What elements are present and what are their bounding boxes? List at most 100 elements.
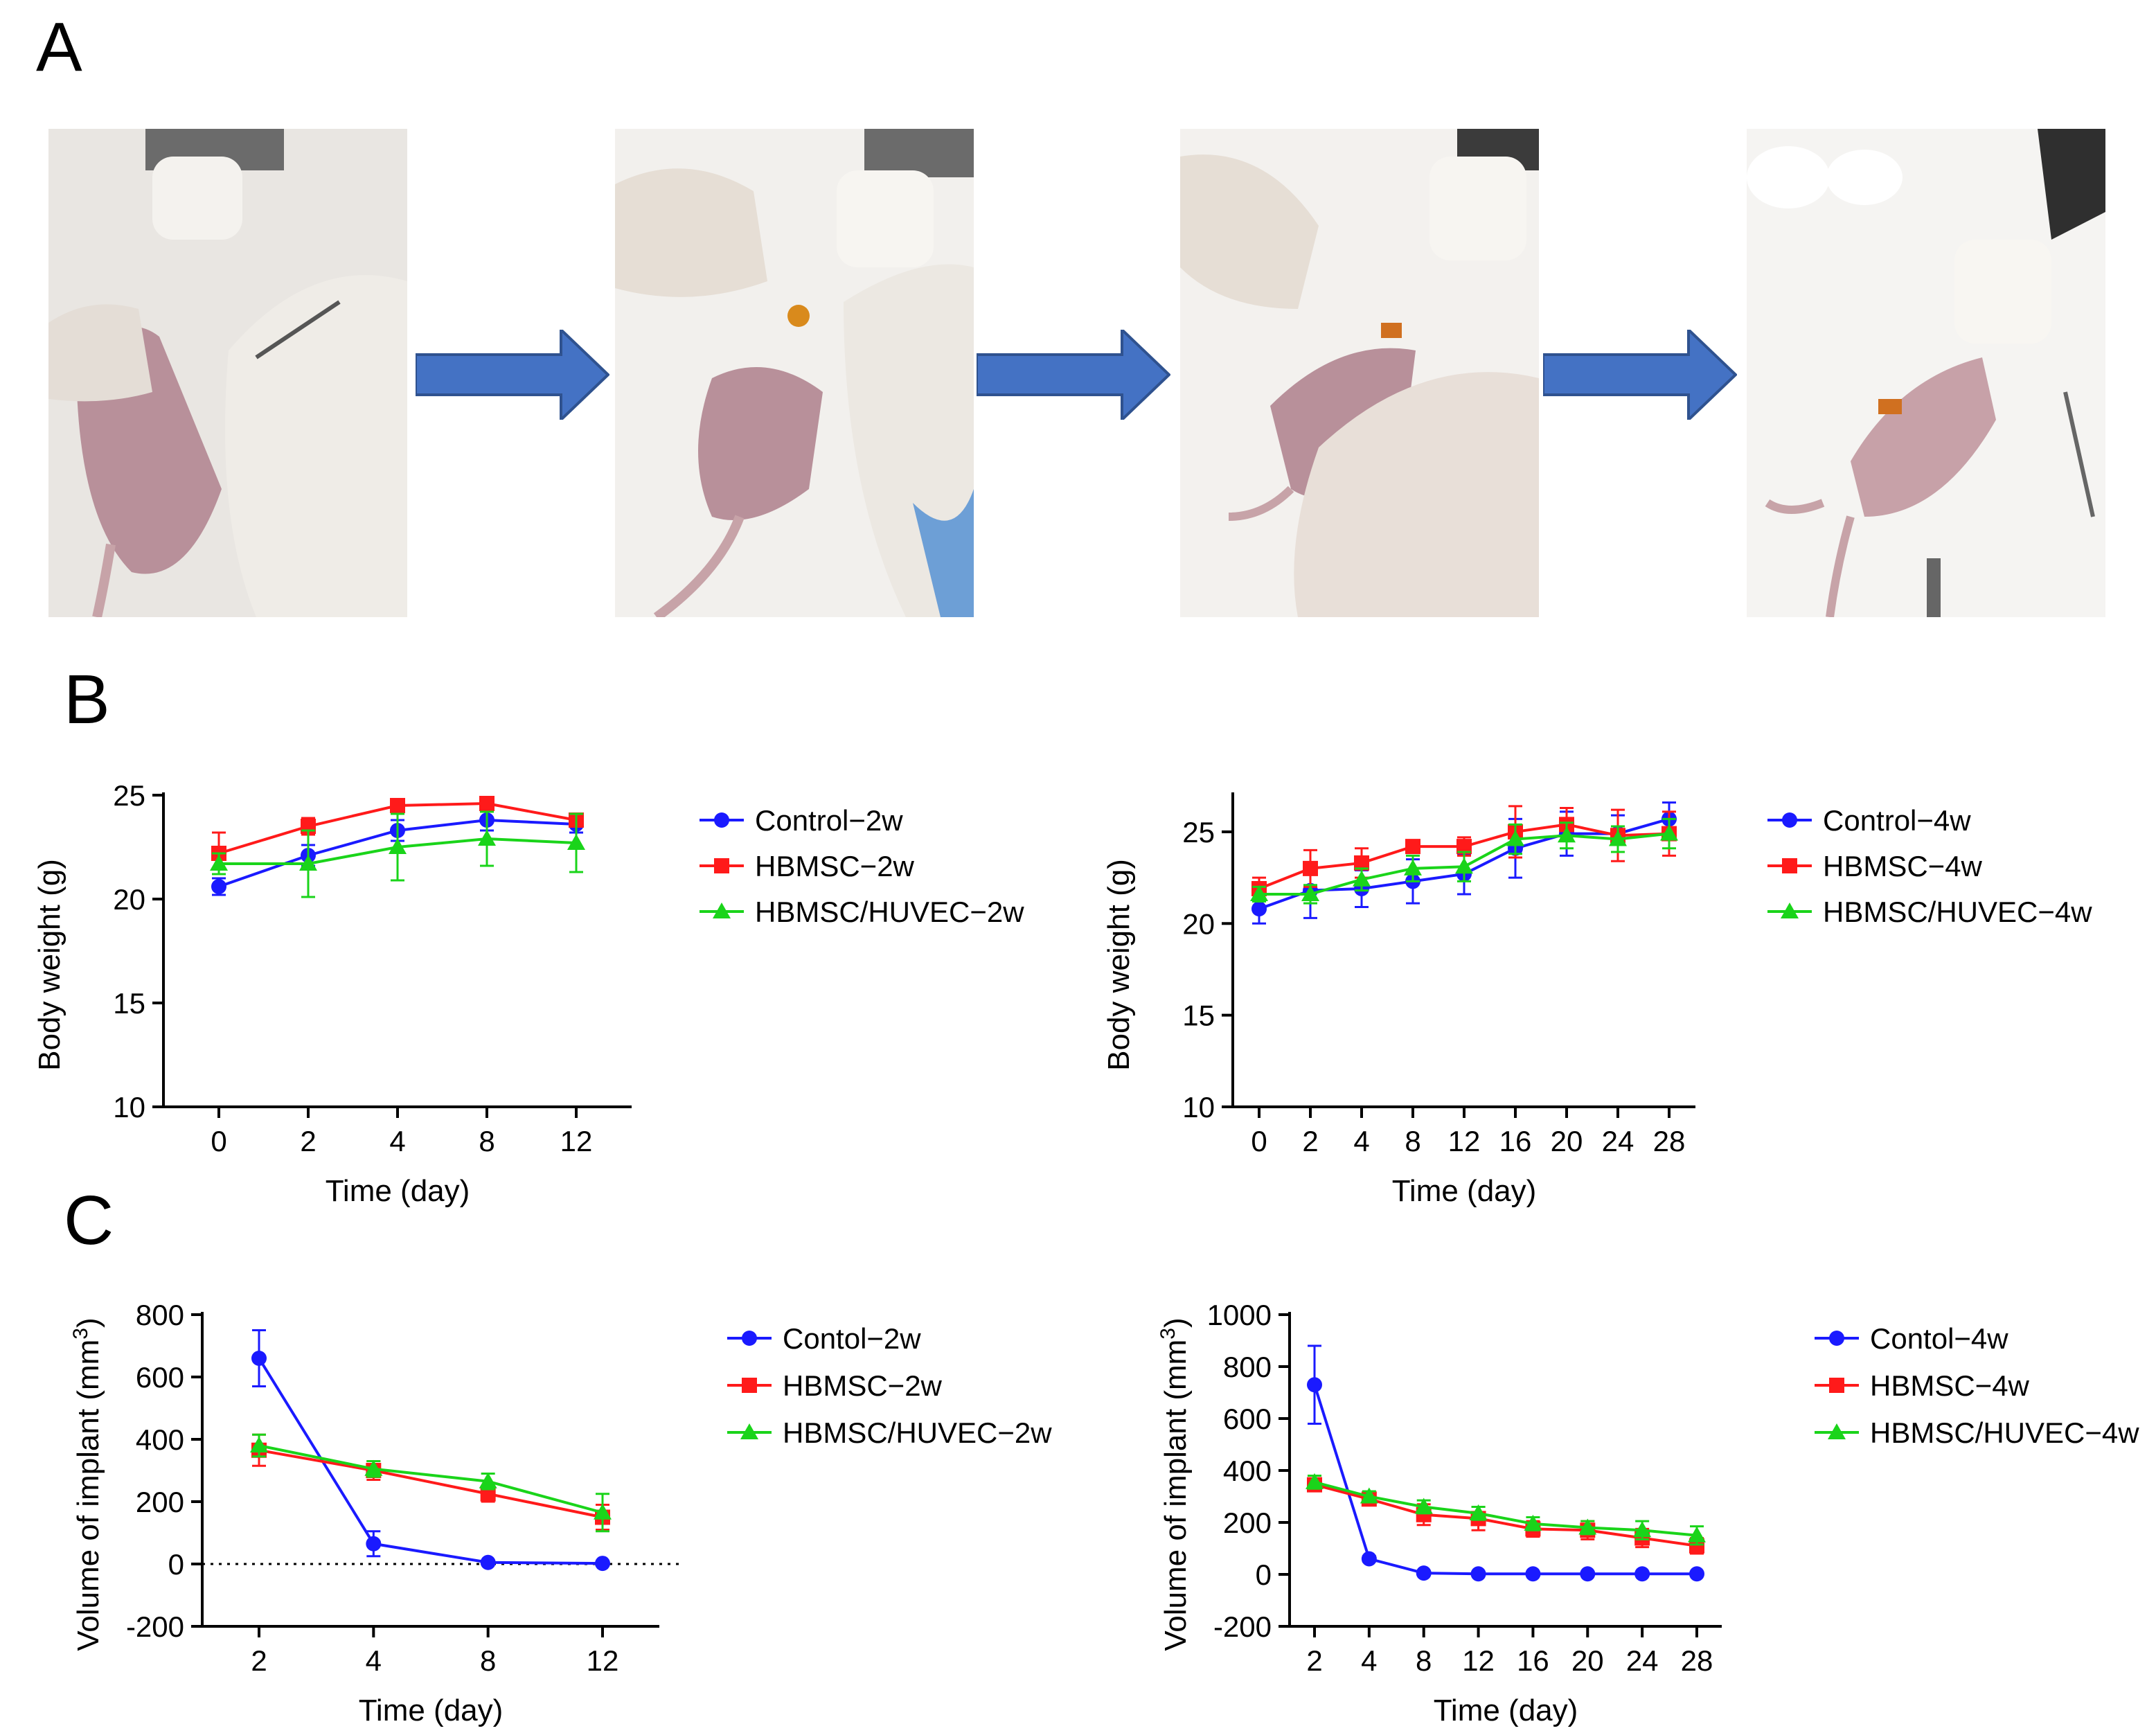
y-tick-label: 200 [1223, 1507, 1272, 1539]
legend-entry: HBMSC−2w [727, 1369, 943, 1402]
y-tick-label: 1000 [1207, 1299, 1272, 1331]
data-point [211, 879, 226, 894]
legend-entry: Control−2w [700, 804, 903, 837]
y-tick-label: 0 [168, 1548, 184, 1581]
data-point [364, 1459, 383, 1476]
x-axis-label: Time (day) [1434, 1694, 1578, 1727]
series-line [1313, 1384, 1697, 1576]
y-tick-label: 0 [1256, 1558, 1272, 1591]
legend-entry: HBMSC−2w [700, 850, 915, 882]
data-point [478, 830, 496, 846]
y-tick-label: 600 [136, 1361, 184, 1394]
y-tick-label: 800 [1223, 1351, 1272, 1383]
x-tick-label: 12 [1462, 1644, 1495, 1677]
data-point [594, 1503, 612, 1520]
legend-label: HBMSC−4w [1870, 1369, 2030, 1402]
x-tick-label: 24 [1626, 1644, 1659, 1677]
series-line [258, 1448, 603, 1519]
series-line [258, 1357, 603, 1565]
legend-entry: Control−4w [1767, 804, 1971, 837]
x-tick-label: 2 [1302, 1125, 1318, 1157]
legend-entry: HBMSC/HUVEC−2w [727, 1416, 1052, 1449]
legend-marker [714, 812, 729, 828]
data-point [1360, 1487, 1378, 1504]
data-point [567, 834, 585, 850]
data-point [1609, 830, 1627, 846]
legend-marker [1782, 858, 1797, 873]
legend-marker [1781, 903, 1799, 918]
data-point [1578, 1518, 1597, 1535]
legend-marker [1782, 812, 1797, 828]
arrow-icon-1 [416, 330, 609, 420]
data-point [1416, 1565, 1432, 1581]
y-tick-label: 200 [136, 1486, 184, 1518]
data-point [1689, 1566, 1704, 1582]
legend-entry: Contol−4w [1815, 1322, 2008, 1355]
y-axis-label: Volume of implant (mm3) [69, 1317, 106, 1651]
data-point [1634, 1566, 1650, 1582]
x-tick-label: 20 [1551, 1125, 1583, 1157]
panel-label-a: A [36, 8, 82, 86]
x-tick-label: 24 [1602, 1125, 1634, 1157]
data-point [1470, 1566, 1486, 1582]
legend-label: HBMSC−2w [755, 850, 915, 882]
legend-label: HBMSC/HUVEC−4w [1870, 1416, 2139, 1449]
x-tick-label: 4 [366, 1644, 382, 1677]
y-tick-label: 15 [113, 987, 145, 1020]
series-3 [250, 1433, 612, 1533]
step-4-photo [1747, 129, 2105, 617]
legend-entry: HBMSC/HUVEC−2w [700, 896, 1024, 928]
data-point [1301, 885, 1319, 901]
data-point [1525, 1566, 1541, 1582]
x-tick-label: 2 [1306, 1644, 1322, 1677]
data-point [390, 798, 405, 813]
legend-marker [713, 903, 731, 918]
y-axis-label: Body weight (g) [1102, 859, 1136, 1071]
legend-marker [1829, 1378, 1844, 1393]
data-point [1361, 1551, 1377, 1567]
x-axis-label: Time (day) [326, 1174, 470, 1208]
step-2-photo [615, 129, 974, 617]
legend-entry: Contol−2w [727, 1322, 921, 1355]
data-point [1456, 839, 1472, 855]
y-axis-label: Volume of implant (mm3) [1157, 1317, 1193, 1651]
data-point [1303, 860, 1318, 876]
legend-marker [1829, 1331, 1844, 1346]
legend-entry: HBMSC−4w [1815, 1369, 2030, 1402]
legend-label: Contol−2w [783, 1322, 921, 1355]
legend-marker [740, 1423, 758, 1439]
x-tick-label: 4 [389, 1125, 405, 1157]
data-point [479, 796, 495, 811]
legend-label: HBMSC/HUVEC−2w [783, 1416, 1052, 1449]
series-3 [1306, 1473, 1706, 1546]
y-tick-label: 25 [1182, 816, 1215, 848]
legend-label: HBMSC−2w [783, 1369, 943, 1402]
legend-marker [1828, 1423, 1846, 1439]
step-1-photo [48, 129, 407, 617]
data-point [1524, 1514, 1542, 1531]
x-tick-label: 0 [211, 1125, 226, 1157]
x-tick-label: 12 [587, 1644, 619, 1677]
series-line [1314, 1483, 1698, 1547]
legend-label: Control−4w [1823, 804, 1971, 837]
y-tick-label: 600 [1223, 1403, 1272, 1435]
arrow-icon-2 [977, 330, 1170, 420]
data-point [1404, 859, 1422, 876]
y-tick-label: 15 [1182, 999, 1215, 1032]
data-point [479, 1472, 497, 1488]
legend-marker [742, 1331, 757, 1346]
data-point [1506, 830, 1524, 846]
x-tick-label: 8 [1416, 1644, 1432, 1677]
y-tick-label: 20 [113, 883, 145, 916]
series-1 [251, 1329, 610, 1572]
x-tick-label: 16 [1517, 1644, 1549, 1677]
series-1 [1307, 1344, 1704, 1582]
x-tick-label: 20 [1571, 1644, 1604, 1677]
y-axis-label: Body weight (g) [33, 859, 66, 1071]
panel-label-b: B [64, 661, 110, 738]
y-tick-label: 800 [136, 1299, 184, 1331]
data-point [1353, 870, 1371, 887]
y-tick-label: 25 [113, 779, 145, 812]
